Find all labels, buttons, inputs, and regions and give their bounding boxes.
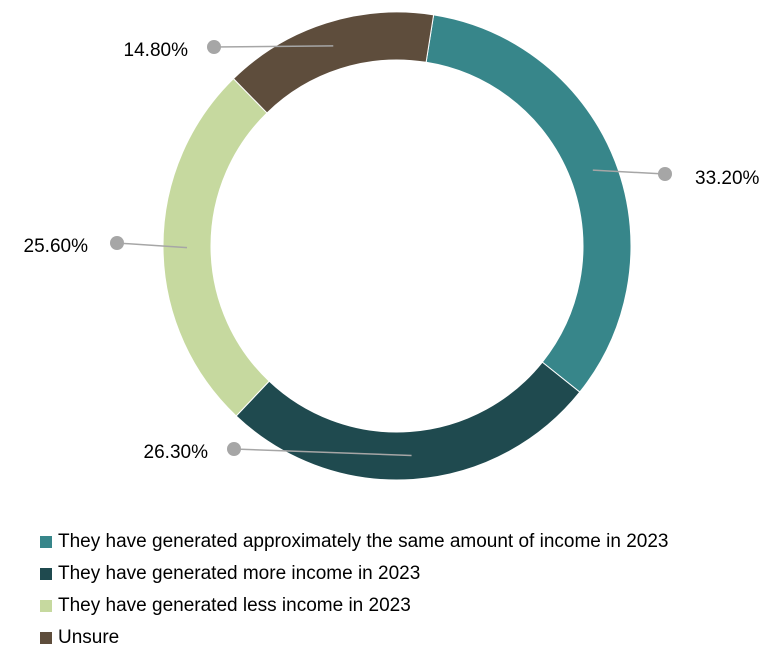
chart-legend: They have generated approximately the sa… xyxy=(40,530,668,658)
donut-slice xyxy=(232,11,435,114)
donut-slice xyxy=(425,14,632,393)
donut-segments xyxy=(162,11,632,481)
donut-chart: 33.20% 26.30% 25.60% 14.80% xyxy=(24,11,760,481)
legend-label: They have generated approximately the sa… xyxy=(58,531,669,552)
legend-item-less-income: They have generated less income in 2023 xyxy=(40,594,668,618)
legend-swatch xyxy=(40,600,52,612)
leader-dot xyxy=(110,236,124,250)
data-label: 33.20% xyxy=(695,168,760,189)
data-labels: 33.20% 26.30% 25.60% 14.80% xyxy=(24,40,760,463)
leader-line xyxy=(213,45,334,48)
legend-item-same-income: They have generated approximately the sa… xyxy=(40,530,668,554)
leader-dot xyxy=(227,442,241,456)
legend-item-unsure: Unsure xyxy=(40,626,668,650)
legend-label: They have generated less income in 2023 xyxy=(58,595,411,616)
data-label: 25.60% xyxy=(24,236,89,257)
legend-label: They have generated more income in 2023 xyxy=(58,563,421,584)
legend-label: Unsure xyxy=(58,627,120,648)
leader-line xyxy=(233,448,412,457)
legend-swatch xyxy=(40,536,52,548)
legend-item-more-income: They have generated more income in 2023 xyxy=(40,562,668,586)
leader-dot xyxy=(658,167,672,181)
data-label: 14.80% xyxy=(124,40,189,61)
legend-swatch xyxy=(40,568,52,580)
leader-dot xyxy=(207,40,221,54)
donut-slice xyxy=(235,361,581,481)
leader-line xyxy=(116,242,188,249)
leader-line xyxy=(592,169,666,175)
legend-swatch xyxy=(40,632,52,644)
data-label: 26.30% xyxy=(144,442,209,463)
